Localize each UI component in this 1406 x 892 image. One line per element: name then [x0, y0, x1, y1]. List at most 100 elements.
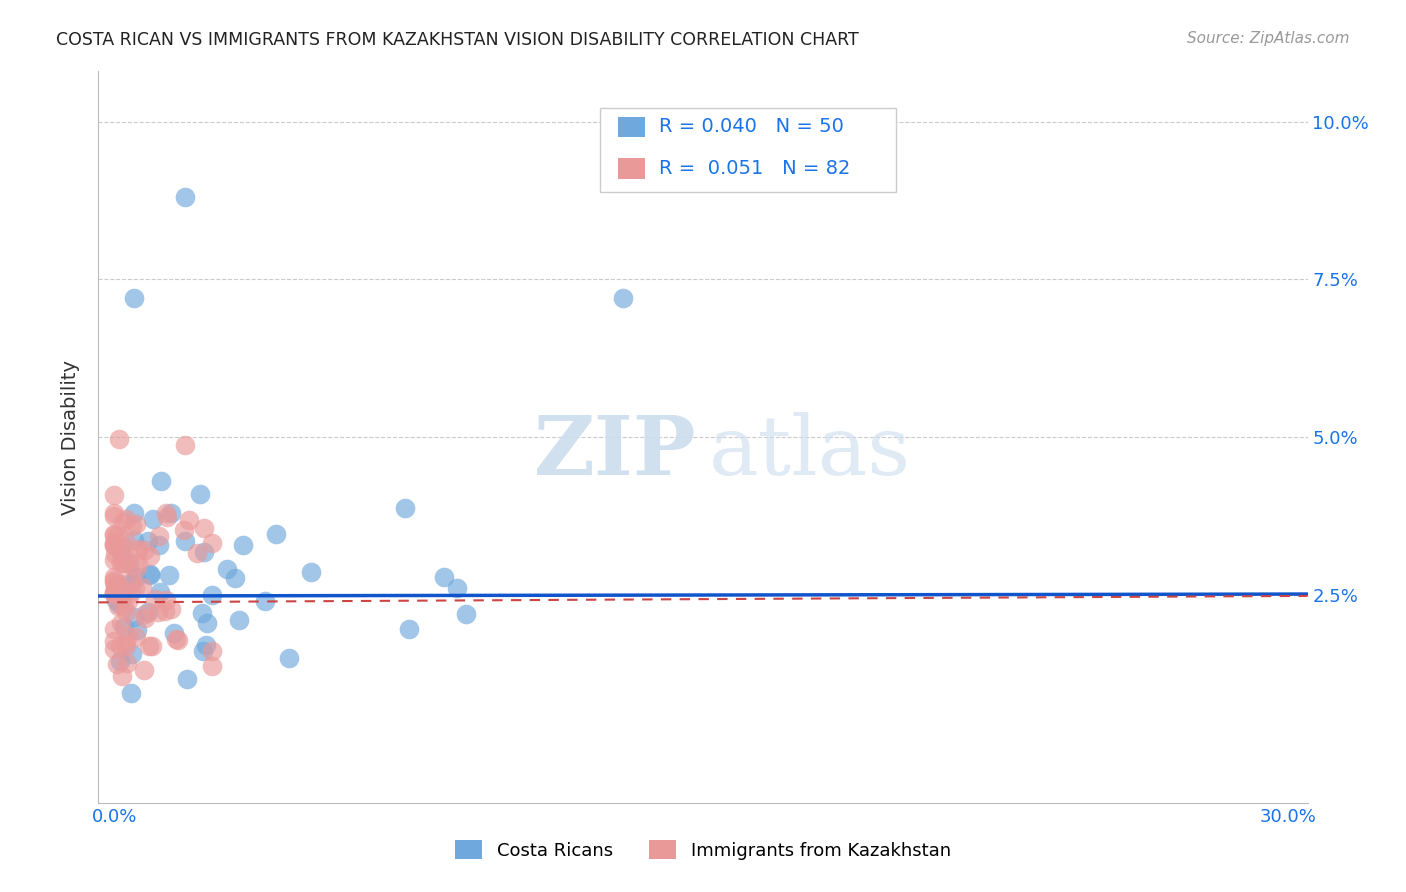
Point [134, 607, 156, 622]
Point [193, 521, 215, 535]
Point [195, 615, 218, 630]
Point [103, 584, 125, 599]
Point [228, 613, 250, 627]
Point [122, 609, 145, 624]
Point [103, 488, 125, 502]
Point [103, 570, 125, 584]
Point [115, 511, 138, 525]
Legend: Costa Ricans, Immigrants from Kazakhstan: Costa Ricans, Immigrants from Kazakhstan [449, 833, 957, 867]
Point [201, 644, 224, 658]
Point [127, 556, 149, 570]
Point [456, 607, 478, 621]
Point [122, 506, 145, 520]
Point [173, 533, 195, 548]
Point [114, 636, 136, 650]
Point [138, 568, 160, 582]
Point [156, 509, 179, 524]
Point [433, 570, 456, 584]
Point [159, 602, 181, 616]
Point [115, 656, 138, 670]
Point [398, 622, 420, 636]
Point [612, 291, 634, 305]
Point [121, 518, 143, 533]
Point [105, 593, 128, 607]
Point [224, 571, 246, 585]
Point [193, 544, 215, 558]
Point [118, 556, 141, 570]
Point [103, 536, 125, 550]
Point [148, 528, 170, 542]
Point [150, 474, 173, 488]
Point [155, 506, 177, 520]
Point [124, 562, 146, 576]
Point [299, 565, 322, 579]
Point [107, 577, 129, 591]
Text: R = 0.040   N = 50: R = 0.040 N = 50 [659, 118, 845, 136]
Point [136, 533, 159, 548]
Point [138, 549, 160, 563]
Point [103, 587, 125, 601]
Point [103, 622, 125, 636]
Point [141, 639, 163, 653]
Point [125, 630, 148, 644]
Point [163, 626, 186, 640]
Point [194, 638, 217, 652]
Point [120, 586, 142, 600]
Point [253, 593, 276, 607]
Point [138, 640, 160, 654]
Point [112, 600, 135, 615]
Point [125, 569, 148, 583]
Point [132, 663, 155, 677]
Point [446, 581, 468, 595]
Point [120, 685, 142, 699]
Point [167, 632, 190, 647]
Point [201, 536, 224, 550]
Point [191, 606, 214, 620]
Point [124, 581, 146, 595]
Point [143, 592, 166, 607]
Point [176, 672, 198, 686]
Point [114, 557, 136, 571]
Point [108, 639, 131, 653]
Point [111, 539, 134, 553]
Bar [619, 117, 645, 137]
Point [155, 592, 177, 607]
Point [215, 562, 238, 576]
Point [165, 632, 187, 646]
Point [125, 516, 148, 531]
Point [159, 507, 181, 521]
Point [112, 515, 135, 529]
Point [201, 588, 224, 602]
Point [173, 190, 195, 204]
Point [134, 611, 156, 625]
Point [103, 509, 125, 524]
Point [264, 526, 287, 541]
Y-axis label: Vision Disability: Vision Disability [60, 359, 80, 515]
Point [103, 586, 125, 600]
Point [110, 556, 132, 570]
Point [232, 538, 254, 552]
Text: R =  0.051   N = 82: R = 0.051 N = 82 [659, 159, 851, 178]
Point [103, 538, 125, 552]
Point [117, 593, 139, 607]
Point [149, 585, 172, 599]
Point [188, 487, 211, 501]
Point [134, 543, 156, 558]
Point [105, 657, 128, 671]
Point [131, 580, 153, 594]
Point [103, 633, 125, 648]
Point [103, 574, 125, 589]
Point [136, 605, 159, 619]
Point [173, 523, 195, 537]
Point [174, 438, 197, 452]
Point [121, 647, 143, 661]
FancyBboxPatch shape [600, 108, 897, 192]
Point [111, 557, 134, 571]
Point [177, 513, 200, 527]
Text: Source: ZipAtlas.com: Source: ZipAtlas.com [1187, 31, 1350, 46]
Point [127, 623, 149, 637]
Text: ZIP: ZIP [534, 412, 697, 491]
Point [142, 512, 165, 526]
Point [107, 597, 129, 611]
Point [107, 599, 129, 613]
